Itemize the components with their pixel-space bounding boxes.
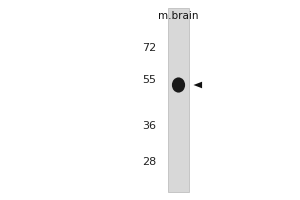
Text: m.brain: m.brain bbox=[158, 11, 199, 21]
Text: 28: 28 bbox=[142, 157, 156, 167]
Bar bbox=[168, 8, 189, 192]
Text: 55: 55 bbox=[142, 75, 156, 85]
Text: 36: 36 bbox=[142, 121, 156, 131]
Polygon shape bbox=[194, 82, 202, 88]
Text: 72: 72 bbox=[142, 43, 156, 53]
Ellipse shape bbox=[172, 77, 185, 93]
